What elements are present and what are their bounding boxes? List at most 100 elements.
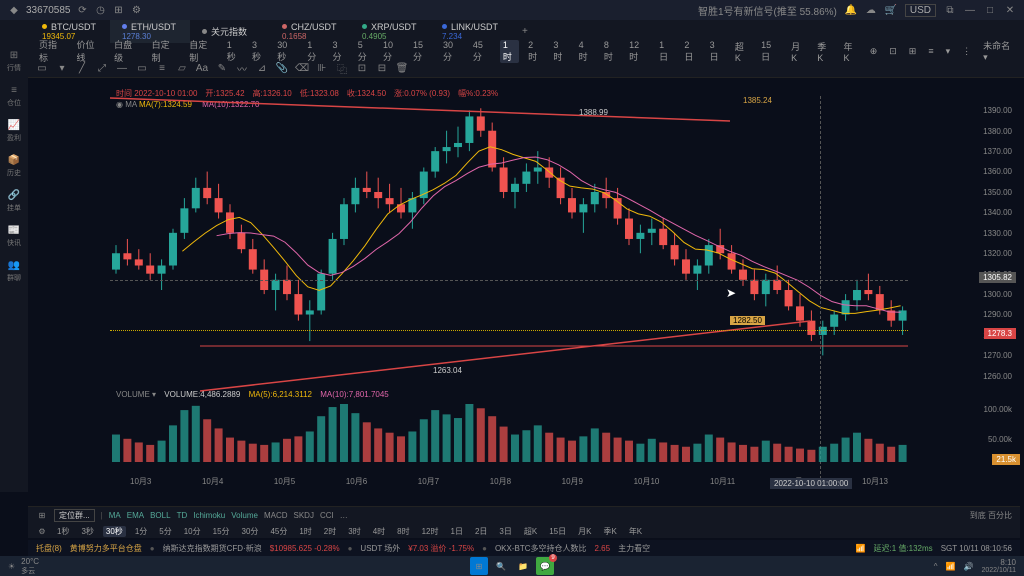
pair-tab-关元指数[interactable]: 关元指数	[190, 23, 270, 40]
weather-icon[interactable]: ☀	[8, 562, 15, 571]
volume-chart[interactable]	[110, 402, 908, 464]
tb-8时[interactable]: 8时	[601, 40, 620, 63]
cart-icon[interactable]: 🛒	[885, 4, 897, 16]
tf-10分[interactable]: 10分	[181, 526, 204, 537]
tb-自定制[interactable]: 自定制	[186, 38, 218, 64]
tb-白定制[interactable]: 白定制	[149, 38, 181, 64]
tb-季K[interactable]: 季K	[814, 40, 834, 63]
tb-白盘级[interactable]: 白盘级	[111, 38, 143, 64]
tb-5分[interactable]: 5分	[355, 40, 374, 63]
settings-icon[interactable]: ⚙	[131, 4, 143, 16]
tb-icon[interactable]: ⊞	[906, 46, 920, 57]
tray-up-icon[interactable]: ^	[934, 562, 938, 571]
indicator-EMA[interactable]: EMA	[127, 511, 144, 520]
speaker-icon[interactable]: 🔊	[964, 562, 974, 571]
shape-tool[interactable]: ▱	[176, 63, 188, 75]
sidebar-link[interactable]: 🔗挂单	[7, 190, 21, 213]
indicator-Ichimoku[interactable]: Ichimoku	[193, 511, 225, 520]
tb-月K[interactable]: 月K	[788, 40, 808, 63]
tb-30秒[interactable]: 30秒	[274, 40, 298, 63]
tf-30秒[interactable]: 30秒	[103, 526, 126, 537]
tf-15分[interactable]: 15分	[210, 526, 233, 537]
erase-tool[interactable]: ⌫	[296, 63, 308, 75]
hide-tool[interactable]: ⊟	[376, 63, 388, 75]
tb-页指标[interactable]: 页指标	[36, 38, 68, 64]
measure-tool[interactable]: ⊿	[256, 63, 268, 75]
add-pair[interactable]: +	[510, 26, 540, 37]
cursor-tool[interactable]: ▭	[36, 63, 48, 75]
tb-3秒[interactable]: 3秒	[249, 40, 268, 63]
tb-2日[interactable]: 2日	[681, 40, 700, 63]
tb-1秒[interactable]: 1秒	[224, 40, 243, 63]
tf-3秒[interactable]: 3秒	[78, 526, 96, 537]
search-icon[interactable]: 🔍	[492, 557, 510, 575]
chart-icon[interactable]: ⊞	[113, 4, 125, 16]
tb-1日[interactable]: 1日	[656, 40, 675, 63]
maximize-icon[interactable]: □	[984, 4, 996, 16]
tf-1时[interactable]: 1时	[296, 526, 314, 537]
sidebar-layers[interactable]: ≡仓位	[7, 85, 21, 108]
ticker-label2[interactable]: 黄博努力多平台仓盘	[70, 543, 142, 554]
tf-30分[interactable]: 30分	[239, 526, 262, 537]
line-tool[interactable]: ╱	[76, 63, 88, 75]
tf-季K[interactable]: 季K	[600, 526, 619, 537]
panel-icon[interactable]: ⊞	[36, 509, 48, 521]
rect-tool[interactable]: ▭	[136, 63, 148, 75]
refresh-icon[interactable]: ⟳	[77, 4, 89, 16]
tf-2日[interactable]: 2日	[472, 526, 490, 537]
attach-tool[interactable]: 📎	[276, 63, 288, 75]
tb-30分[interactable]: 30分	[440, 40, 464, 63]
start-icon[interactable]: ⊞	[470, 557, 488, 575]
wifi-icon[interactable]: 📶	[946, 562, 956, 571]
ticker-label1[interactable]: 托盘(8)	[36, 543, 62, 554]
lock-tool[interactable]: ⊡	[356, 63, 368, 75]
tb-2时[interactable]: 2时	[525, 40, 544, 63]
tb-3时[interactable]: 3时	[550, 40, 569, 63]
indicator-MA[interactable]: MA	[109, 511, 121, 520]
volume-tool[interactable]: ⊪	[316, 63, 328, 75]
tf-8时[interactable]: 8时	[394, 526, 412, 537]
tb-icon[interactable]: ≡	[925, 46, 936, 56]
sidebar-users[interactable]: 👥群聊	[7, 260, 21, 283]
tb-1分[interactable]: 1分	[304, 40, 323, 63]
tf-12时[interactable]: 12时	[419, 526, 442, 537]
dropdown-icon[interactable]: ▾	[56, 63, 68, 75]
wave-tool[interactable]: 〰	[236, 63, 248, 75]
tf-45分[interactable]: 45分	[267, 526, 290, 537]
tf-年K[interactable]: 年K	[626, 526, 645, 537]
tb-15日[interactable]: 15日	[758, 40, 782, 63]
tb-价位线[interactable]: 价位线	[74, 38, 106, 64]
scale-toggle[interactable]: 到底 百分比	[970, 510, 1012, 521]
trend-tool[interactable]: ⤢	[96, 63, 108, 75]
currency-select[interactable]: USD	[905, 4, 936, 17]
tb-超K[interactable]: 超K	[732, 40, 752, 63]
sidebar-news[interactable]: 📰快讯	[7, 225, 21, 248]
popout-icon[interactable]: ⧉	[944, 4, 956, 16]
locate-button[interactable]: 定位群...	[54, 509, 95, 522]
explorer-icon[interactable]: 📁	[514, 557, 532, 575]
brush-tool[interactable]: ✎	[216, 63, 228, 75]
sidebar-chart[interactable]: 📈盈利	[7, 120, 21, 143]
tf-3时[interactable]: 3时	[345, 526, 363, 537]
indicator-SKDJ[interactable]: SKDJ	[294, 511, 314, 520]
tf-2时[interactable]: 2时	[321, 526, 339, 537]
tb-3分[interactable]: 3分	[329, 40, 348, 63]
hline-tool[interactable]: —	[116, 63, 128, 75]
indicator-CCI[interactable]: CCI	[320, 511, 334, 520]
tf-1秒[interactable]: 1秒	[54, 526, 72, 537]
tb-1时[interactable]: 1时	[500, 40, 519, 63]
tb-icon[interactable]: ▾	[943, 46, 954, 57]
trash-tool[interactable]: 🗑	[396, 63, 408, 75]
fib-tool[interactable]: ≡	[156, 63, 168, 75]
indicator-BOLL[interactable]: BOLL	[150, 511, 170, 520]
indicator-Volume[interactable]: Volume	[231, 511, 258, 520]
indicator-TD[interactable]: TD	[177, 511, 188, 520]
tb-icon[interactable]: ⊕	[867, 46, 881, 57]
gear-icon[interactable]: ⚙	[36, 525, 48, 537]
tb-15分[interactable]: 15分	[410, 40, 434, 63]
tb-45分[interactable]: 45分	[470, 40, 494, 63]
more-indicators[interactable]: …	[340, 511, 348, 520]
tb-icon[interactable]: 未命名▾	[980, 39, 1016, 63]
tb-icon[interactable]: ⋮	[959, 46, 974, 57]
tf-月K[interactable]: 月K	[575, 526, 594, 537]
